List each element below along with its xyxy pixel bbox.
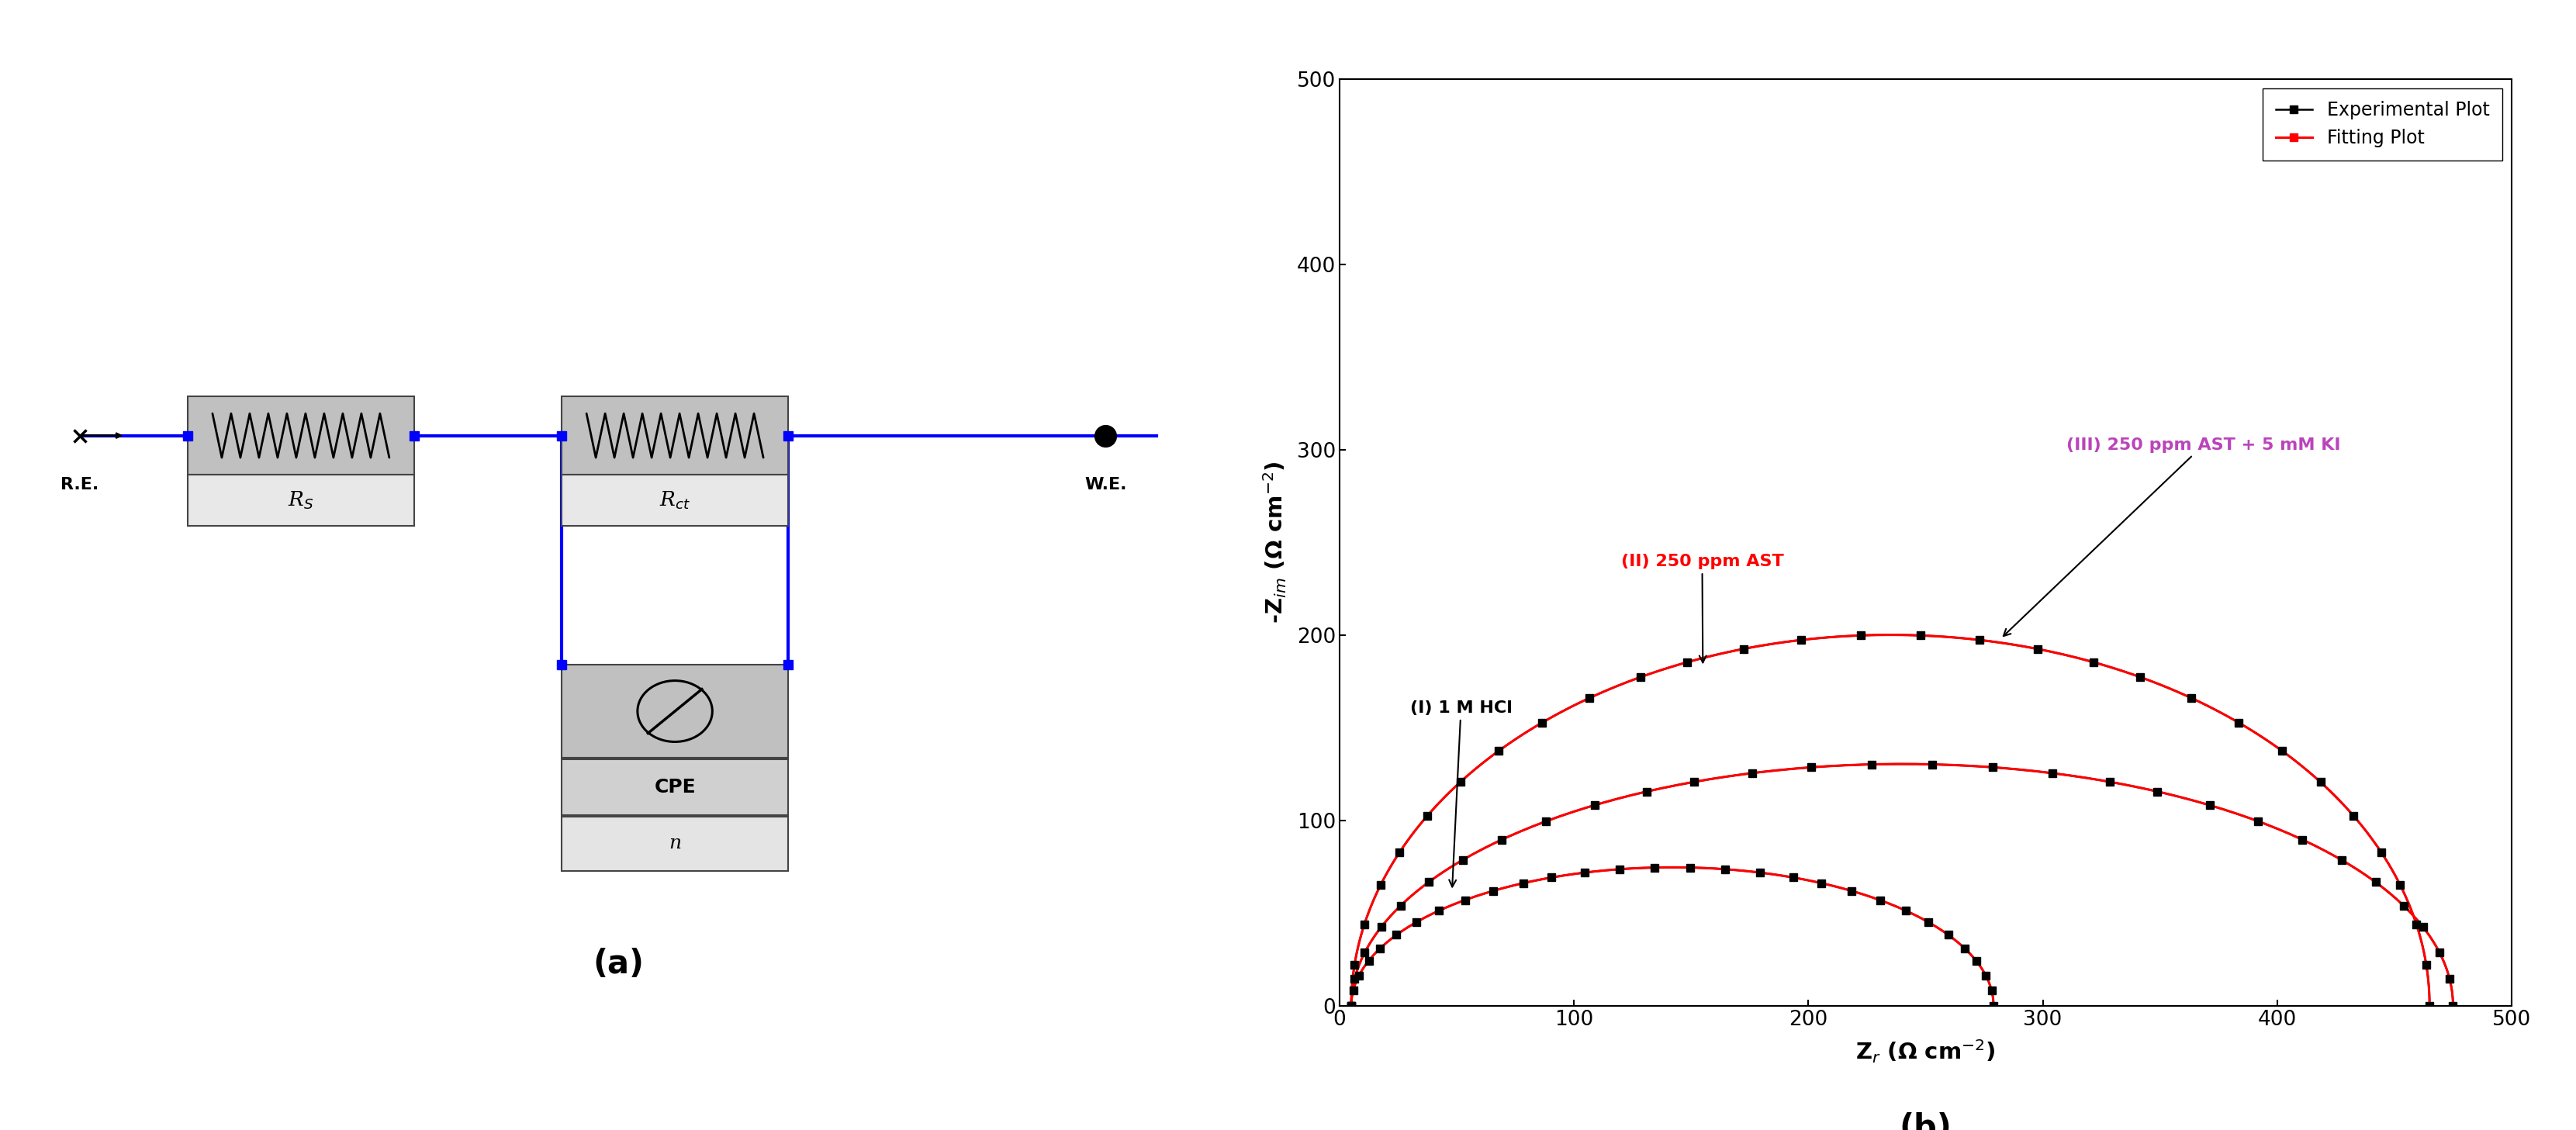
FancyBboxPatch shape: [188, 397, 415, 475]
Text: n: n: [670, 835, 680, 853]
FancyBboxPatch shape: [562, 475, 788, 525]
Text: (a): (a): [592, 947, 644, 980]
FancyBboxPatch shape: [562, 759, 788, 815]
FancyBboxPatch shape: [562, 817, 788, 870]
Text: (b): (b): [1899, 1112, 1953, 1130]
FancyBboxPatch shape: [562, 397, 788, 475]
FancyBboxPatch shape: [562, 664, 788, 757]
Legend: Experimental Plot, Fitting Plot: Experimental Plot, Fitting Plot: [2262, 88, 2501, 160]
Text: W.E.: W.E.: [1084, 477, 1126, 493]
Text: (III) 250 ppm AST + 5 mM KI: (III) 250 ppm AST + 5 mM KI: [2004, 437, 2342, 636]
FancyBboxPatch shape: [188, 475, 415, 525]
Y-axis label: -Z$_{im}$ (Ω cm$^{-2}$): -Z$_{im}$ (Ω cm$^{-2}$): [1262, 461, 1288, 624]
Text: R$_{ct}$: R$_{ct}$: [659, 489, 690, 511]
Text: R.E.: R.E.: [62, 477, 98, 493]
X-axis label: Z$_r$ (Ω cm$^{-2}$): Z$_r$ (Ω cm$^{-2}$): [1855, 1038, 1996, 1066]
Text: CPE: CPE: [654, 777, 696, 797]
Text: (II) 250 ppm AST: (II) 250 ppm AST: [1620, 554, 1783, 662]
Text: (I) 1 M HCl: (I) 1 M HCl: [1409, 701, 1512, 887]
Text: R$_S$: R$_S$: [289, 489, 314, 511]
